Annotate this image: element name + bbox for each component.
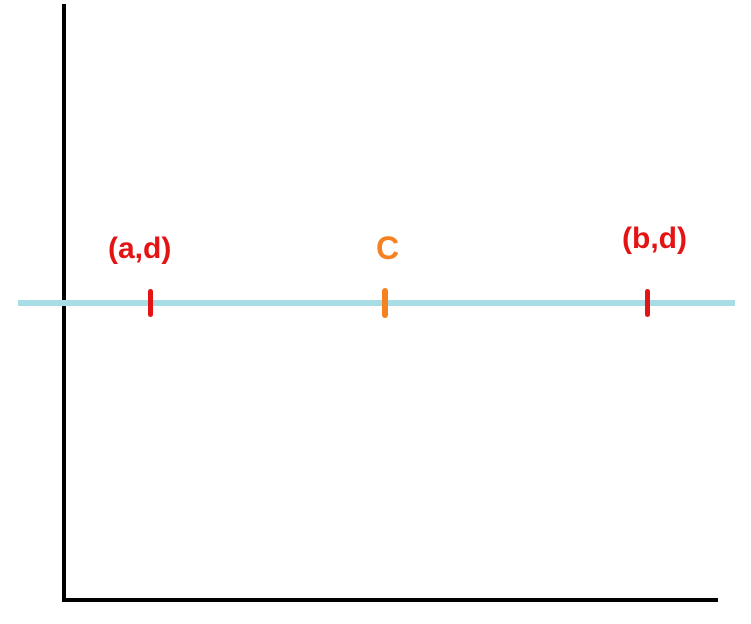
center-point-tick [382, 288, 388, 318]
right-point-label: (b,d) [622, 222, 687, 256]
diagram-canvas: (a,d) C (b,d) [0, 0, 751, 624]
center-point-label: C [376, 230, 399, 267]
x-axis [62, 598, 718, 602]
left-point-label: (a,d) [108, 232, 171, 266]
horizontal-line [18, 300, 735, 306]
right-point-tick [645, 289, 650, 317]
left-point-tick [148, 289, 153, 317]
